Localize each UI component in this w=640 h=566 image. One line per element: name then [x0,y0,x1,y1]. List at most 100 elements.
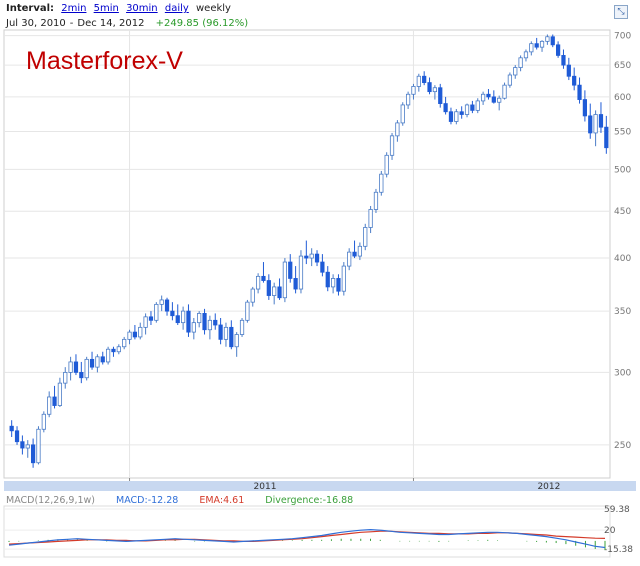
candle-body [186,310,191,333]
candle-body [250,288,255,303]
candle-body [330,278,336,288]
candle-body [170,310,175,317]
y-tick-label: 700 [614,32,631,42]
candle-body [454,111,459,122]
candle-body [229,326,234,348]
candle-body [138,326,143,338]
candle-body [143,316,148,328]
interval-5min-link[interactable]: 5min [93,3,119,14]
collapse-arrows-icon[interactable]: ⤡ [614,5,628,19]
candle-body [282,261,288,299]
candle-body [234,334,239,348]
interval-30min-link[interactable]: 30min [126,3,158,14]
y-tick-label: 550 [614,127,631,137]
candle-body [73,361,79,373]
candle-body [57,382,63,406]
candle-body [416,75,421,87]
macd-line [8,528,606,549]
y-tick-label: 600 [614,93,631,103]
candle-body [304,255,309,259]
y-tick-label: 400 [614,254,631,264]
macd-tick-label: 59.38 [604,505,630,515]
candle-body [213,319,218,326]
candle-body [432,87,438,93]
candle-body [438,87,443,104]
candle-body [9,425,14,432]
plot-area [3,29,611,479]
candle-body [175,315,180,324]
candle-body [261,275,266,281]
candle-body [293,278,298,290]
interval-2min-link[interactable]: 2min [61,3,87,14]
macd-legend: MACD(12,26,9,1w) MACD:-12.28 EMA:4.61 Di… [6,495,371,506]
x-tick-label: 2011 [254,482,277,492]
candle-body [116,346,121,353]
y-tick-label: 650 [614,61,631,71]
candle-body [459,111,464,115]
interval-current: weekly [195,3,231,14]
candle-body [197,313,202,324]
y-tick-label: 450 [614,207,631,217]
candle-body [68,361,73,373]
macd-tick-label: 20 [604,526,616,536]
candle-body [341,265,346,292]
candle-body [352,251,357,257]
interval-daily-link[interactable]: daily [164,3,189,14]
candle-body [502,84,507,99]
candle-body [255,275,261,290]
candle-body [79,371,84,379]
candle-body [154,303,159,321]
candle-body [266,280,271,296]
candle-body [443,103,448,113]
candle-body [314,253,320,263]
candle-body [475,100,480,111]
y-tick-label: 300 [614,368,631,378]
candle-body [464,104,470,115]
candle-body [111,348,116,353]
candle-body [164,299,170,312]
candle-body [513,67,518,76]
candle-body [41,413,46,430]
candle-body [191,322,196,333]
divergence-value: Divergence:-16.88 [265,495,354,506]
candle-body [545,36,550,42]
time-axis-bar [4,481,636,491]
candle-body [555,44,561,56]
date-separator: - [69,18,74,29]
candle-body [14,430,20,443]
candle-body [207,319,213,331]
candle-body [347,251,352,267]
candle-body [572,75,577,86]
candle-body [159,299,164,305]
candle-body [95,356,100,368]
candle-body [122,338,127,348]
y-tick-label: 500 [614,165,631,175]
candle-body [239,319,245,335]
price-change: +249.85 (96.12%) [155,18,249,29]
candle-body [480,93,486,102]
candle-body [373,191,379,210]
candle-body [298,255,304,290]
candle-body [395,122,400,137]
interval-label: Interval: [6,3,55,14]
candle-body [507,74,513,86]
watermark-text: Masterforex-V [26,47,183,75]
candle-body [127,331,132,340]
candle-body [486,93,491,98]
candle-body [30,444,36,464]
candle-body [539,40,545,48]
candle-body [411,86,416,95]
candle-body [582,99,588,117]
candle-body [470,104,475,111]
date-to: Dec 14, 2012 [77,18,145,29]
candle-body [148,316,154,321]
candle-body [389,135,395,156]
candle-body [309,253,314,259]
candle-body [405,93,411,106]
candle-body [218,324,223,340]
candle-body [588,115,593,134]
candle-body [518,57,523,68]
candle-body [20,441,25,449]
candle-body [105,348,111,363]
